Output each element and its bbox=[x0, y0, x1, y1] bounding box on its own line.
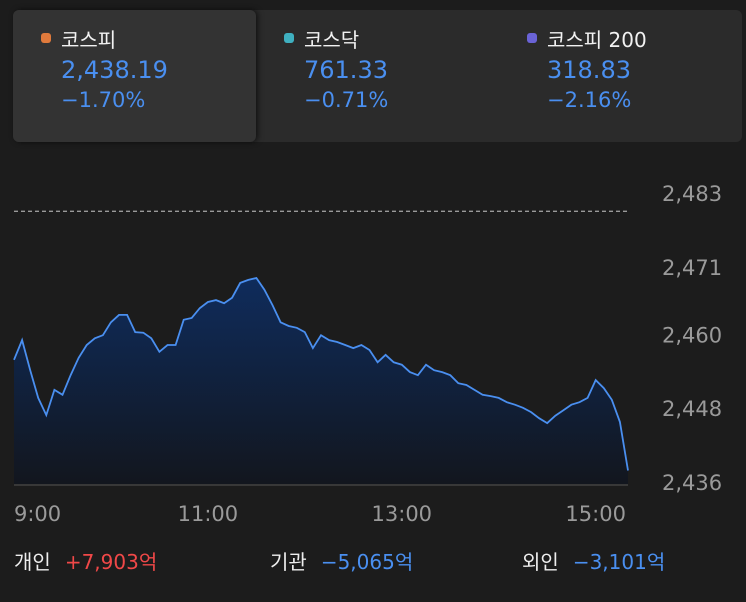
y-tick-label: 2,471 bbox=[662, 256, 722, 280]
index-value: 2,438.19 bbox=[61, 56, 168, 84]
investor-value: −5,065억 bbox=[320, 550, 414, 574]
index-name: 코스닥 bbox=[284, 24, 499, 52]
index-label: 코스닥 bbox=[304, 27, 360, 52]
investor: 외인 −3,101억 bbox=[522, 546, 665, 575]
y-tick-label: 2,448 bbox=[662, 397, 722, 421]
index-change: −2.16% bbox=[547, 88, 632, 112]
index-tabs: 코스피 2,438.19 −1.70% 코스닥 761.33 −0.71% 코스피 200 3… bbox=[13, 10, 742, 142]
index-label: 코스피 bbox=[61, 27, 117, 52]
index-change: −1.70% bbox=[61, 88, 146, 112]
investor-value: +7,903억 bbox=[64, 550, 158, 574]
investor: 기관 −5,065억 bbox=[270, 546, 522, 575]
x-tick-label: 15:00 bbox=[565, 502, 626, 526]
index-value: 318.83 bbox=[547, 56, 631, 84]
x-tick-label: 9:00 bbox=[14, 502, 61, 526]
index-dot bbox=[284, 33, 294, 43]
index-change: −0.71% bbox=[304, 88, 389, 112]
index-name: 코스피 bbox=[41, 24, 256, 52]
investor: 개인 +7,903억 bbox=[14, 546, 270, 575]
index-tab[interactable]: 코스닥 761.33 −0.71% bbox=[256, 10, 499, 142]
investor-name: 개인 bbox=[14, 550, 51, 574]
index-label: 코스피 200 bbox=[547, 27, 647, 52]
index-name: 코스피 200 bbox=[527, 24, 742, 52]
index-tab[interactable]: 코스피 2,438.19 −1.70% bbox=[13, 10, 256, 142]
investor-name: 외인 bbox=[522, 550, 559, 574]
x-tick-label: 13:00 bbox=[372, 502, 433, 526]
area bbox=[14, 278, 628, 484]
index-value: 761.33 bbox=[304, 56, 388, 84]
investor-flows: 개인 +7,903억 기관 −5,065억 외인 −3,101억 bbox=[14, 546, 734, 575]
investor-value: −3,101억 bbox=[572, 550, 666, 574]
y-tick-label: 2,436 bbox=[662, 471, 722, 495]
y-tick-label: 2,483 bbox=[662, 182, 722, 206]
x-tick-label: 11:00 bbox=[178, 502, 239, 526]
index-tab[interactable]: 코스피 200 318.83 −2.16% bbox=[499, 10, 742, 142]
investor-name: 기관 bbox=[270, 550, 307, 574]
chart: 2,483 2,471 2,460 2,448 2,436 9:00 11:00 13:00 1… bbox=[13, 182, 722, 526]
index-dot bbox=[527, 33, 537, 43]
index-dot bbox=[41, 33, 51, 43]
line bbox=[13, 276, 629, 471]
y-tick-label: 2,460 bbox=[662, 323, 722, 347]
